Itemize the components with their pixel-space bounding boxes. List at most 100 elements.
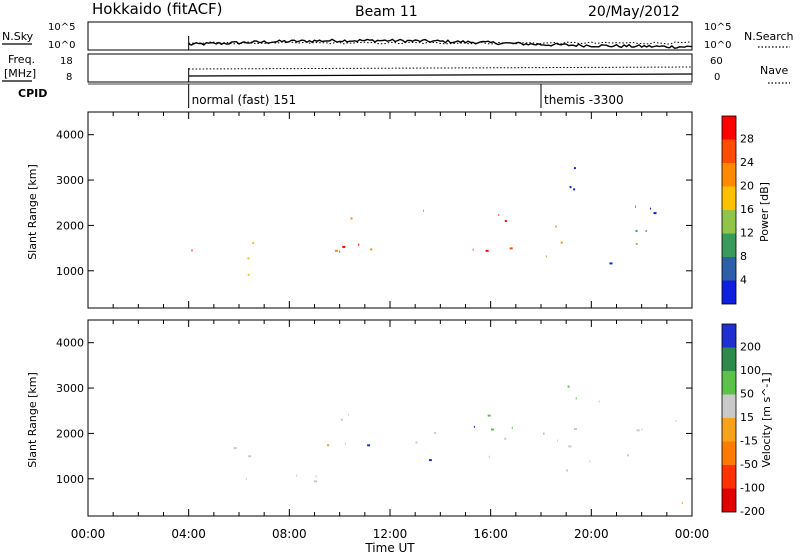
freq-label-line1: Freq. <box>8 53 35 66</box>
noise-trace <box>188 36 693 50</box>
colorbar-swatch <box>722 186 736 210</box>
data-cell <box>545 255 547 258</box>
power-x-ticks <box>87 112 693 308</box>
x-tick-label: 20:00 <box>574 527 609 541</box>
cpid-label: CPID <box>18 87 47 100</box>
data-cell <box>556 439 558 442</box>
data-cell <box>569 186 572 189</box>
x-tick-label: 08:00 <box>272 527 307 541</box>
data-cell <box>358 243 360 246</box>
data-cell <box>645 230 647 232</box>
colorbar-frame <box>721 115 737 305</box>
colorbar-swatch <box>722 418 736 442</box>
data-cell <box>598 400 600 403</box>
data-cell <box>504 220 507 222</box>
colorbar-swatch <box>722 116 736 140</box>
y-tick-label: 1000 <box>56 473 84 486</box>
colorbar-tick-label: 8 <box>740 250 747 263</box>
data-cell <box>635 205 636 208</box>
velocity-x-ticks <box>87 320 693 516</box>
colorbar-swatch <box>722 347 736 371</box>
colorbar-tick-label: -15 <box>740 435 758 448</box>
colorbar-swatch <box>722 394 736 418</box>
data-cell <box>423 209 424 212</box>
velocity-data <box>233 385 683 504</box>
colorbar-swatch <box>722 210 736 234</box>
cpid-modes: normal (fast) 151 themis -3300 <box>188 84 624 108</box>
velocity-y-ticks: 1000 2000 3000 4000 <box>56 337 692 486</box>
colorbar-tick-label: 20 <box>740 180 754 193</box>
noise-left-tick-bottom: 10^0 <box>48 40 75 51</box>
freq-trace <box>188 66 693 82</box>
x-tick-label: 00:00 <box>675 527 710 541</box>
freq-panel: Freq. [MHz] 18 8 60 0 Nave <box>2 53 790 84</box>
cpid-mode-label: themis -3300 <box>544 93 624 107</box>
nave-label: Nave <box>760 64 788 77</box>
y-tick-label: 4000 <box>56 129 84 142</box>
data-cell <box>339 250 341 253</box>
colorbar-swatch <box>722 163 736 187</box>
colorbar-tick-label: 28 <box>740 133 754 146</box>
y-tick-label: 2000 <box>56 427 84 440</box>
data-cell <box>334 249 338 252</box>
nave-tick-bottom: 0 <box>714 72 720 83</box>
colorbar-tick-label: 4 <box>740 274 747 287</box>
power-y-ticks: 1000 2000 3000 4000 <box>56 129 692 278</box>
data-cell <box>641 428 643 431</box>
data-cell <box>609 262 613 265</box>
data-cell <box>350 217 353 220</box>
noise-panel: N.Sky 10^5 10^0 10^5 10^0 N.Search <box>2 21 794 51</box>
data-cell <box>245 477 247 480</box>
data-cell <box>509 247 513 250</box>
freq-tick-top: 18 <box>60 56 73 67</box>
data-cell <box>247 273 250 276</box>
colorbar-tick-label: -50 <box>740 458 758 471</box>
data-cell <box>367 444 371 447</box>
power-panel-bg <box>88 112 692 308</box>
velocity-colorbar-label: Velocity [m s^-1] <box>760 372 773 467</box>
cpid-mode-label: normal (fast) 151 <box>192 93 296 107</box>
colorbar-tick-label: 100 <box>740 364 761 377</box>
colorbar-swatch <box>722 233 736 257</box>
data-cell <box>296 474 298 477</box>
data-cell <box>233 447 237 450</box>
date-title: 20/May/2012 <box>588 4 680 20</box>
data-cell <box>315 475 317 478</box>
colorbar-swatch <box>722 441 736 465</box>
data-cell <box>511 426 513 429</box>
data-cell <box>340 418 343 421</box>
x-tick-label: 04:00 <box>171 527 206 541</box>
velocity-panel: 1000 2000 3000 4000 Slant Range [km] 200 100… <box>26 319 773 518</box>
noise-left-label: N.Sky <box>2 30 34 43</box>
colorbar-swatch <box>722 465 736 489</box>
data-cell <box>567 385 570 388</box>
data-cell <box>247 257 250 260</box>
velocity-colorbar: 200 100 50 15 -15 -50 -100 -200 <box>721 323 765 518</box>
data-cell <box>327 444 330 447</box>
data-cell <box>344 442 346 445</box>
data-cell <box>485 249 489 252</box>
y-tick-label: 3000 <box>56 174 84 187</box>
freq-line <box>188 73 693 77</box>
data-cell <box>653 212 657 215</box>
colorbar-swatch <box>722 488 736 512</box>
data-cell <box>568 445 572 448</box>
x-tick-label: 12:00 <box>373 527 408 541</box>
data-cell <box>248 455 252 458</box>
nave-line <box>188 66 693 70</box>
data-cell <box>487 414 491 417</box>
beam-title: Beam 11 <box>355 4 418 20</box>
data-cell <box>434 432 437 435</box>
colorbar-tick-label: 12 <box>740 227 754 240</box>
data-cell <box>627 454 629 457</box>
data-cell <box>347 413 349 416</box>
nave-tick-top: 60 <box>710 56 723 67</box>
velocity-y-axis-label: Slant Range [km] <box>26 372 39 468</box>
y-tick-label: 3000 <box>56 382 84 395</box>
noise-right-tick-top: 10^5 <box>704 22 731 33</box>
data-cell <box>575 397 577 400</box>
colorbar-tick-label: 24 <box>740 156 754 169</box>
y-tick-label: 1000 <box>56 265 84 278</box>
colorbar-swatch <box>722 139 736 163</box>
